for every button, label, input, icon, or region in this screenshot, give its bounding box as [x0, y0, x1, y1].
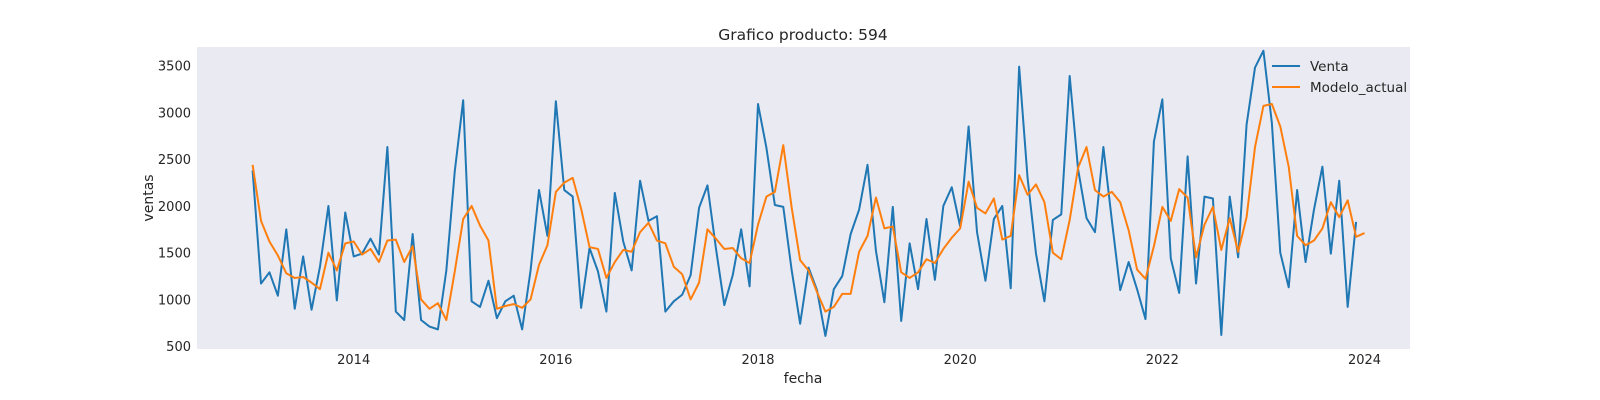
series-line-1	[251, 49, 1358, 337]
y-tick-labels: 500 1000 1500 2000 2500 3000 3500	[158, 60, 191, 355]
legend: Venta Modelo_actual	[1272, 59, 1407, 96]
x-tick-label: 2022	[1146, 353, 1179, 368]
x-tick-label: 2016	[539, 353, 572, 368]
y-tick-label: 3000	[158, 106, 191, 121]
legend-label: Modelo_actual	[1310, 80, 1407, 96]
x-tick-labels: 2014 2016 2018 2020 2022 2024	[337, 353, 1381, 368]
y-tick-label: 1500	[158, 247, 191, 262]
y-tick-label: 1000	[158, 293, 191, 308]
y-tick-label: 3500	[158, 60, 191, 75]
x-tick-label: 2018	[741, 353, 774, 368]
x-axis-label: fecha	[784, 371, 823, 387]
x-tick-label: 2020	[944, 353, 977, 368]
series-lines	[251, 49, 1365, 337]
chart-title: Grafico producto: 594	[718, 26, 887, 44]
x-tick-label: 2024	[1348, 353, 1381, 368]
x-tick-label: 2014	[337, 353, 370, 368]
y-axis-label: ventas	[141, 174, 157, 221]
y-tick-label: 2000	[158, 200, 191, 215]
legend-label: Venta	[1310, 59, 1349, 75]
y-tick-label: 500	[166, 340, 191, 355]
y-tick-label: 2500	[158, 153, 191, 168]
series-line-2	[251, 103, 1365, 322]
